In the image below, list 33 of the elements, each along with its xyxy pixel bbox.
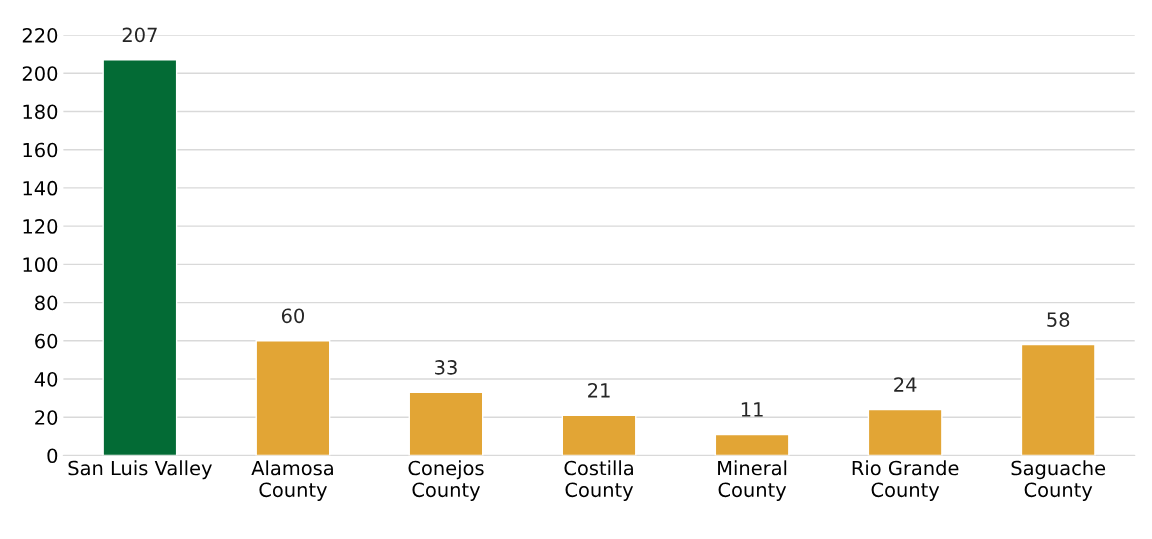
bar bbox=[408, 391, 484, 456]
x-tick-label: Alamosa County bbox=[251, 460, 333, 501]
x-tick-label: Conejos County bbox=[408, 460, 484, 501]
y-tick-label: 200 bbox=[22, 66, 58, 81]
bar bbox=[867, 408, 943, 456]
data-label: 33 bbox=[435, 360, 457, 375]
y-tick-label: 100 bbox=[23, 257, 58, 273]
y-tick-label: 80 bbox=[35, 295, 58, 311]
bar bbox=[255, 340, 331, 456]
data-label: 207 bbox=[122, 27, 157, 43]
y-tick-label: 140 bbox=[23, 180, 58, 196]
data-label: 24 bbox=[894, 377, 917, 392]
y-tick-label: 0 bbox=[47, 448, 58, 464]
data-label: 21 bbox=[588, 382, 610, 398]
x-tick-label: Rio Grande County bbox=[852, 460, 959, 501]
data-label: 11 bbox=[741, 402, 763, 417]
x-tick-label: San Luis Valley bbox=[68, 460, 212, 480]
x-tick-label: Mineral County bbox=[718, 460, 787, 501]
y-tick-label: 180 bbox=[23, 104, 58, 120]
y-tick-label: 60 bbox=[35, 333, 58, 349]
bar bbox=[561, 414, 637, 456]
y-tick-label: 120 bbox=[23, 219, 58, 234]
bar bbox=[1020, 343, 1096, 456]
x-tick-label: Costilla County bbox=[564, 460, 634, 501]
y-tick-label: 40 bbox=[34, 371, 58, 387]
data-label: 58 bbox=[1047, 312, 1070, 327]
bar bbox=[102, 59, 178, 456]
bar bbox=[714, 433, 790, 456]
y-tick-label: 160 bbox=[23, 142, 58, 158]
y-tick-label: 220 bbox=[22, 27, 58, 43]
data-label: 60 bbox=[281, 308, 305, 324]
x-tick-label: Saguache County bbox=[1011, 460, 1106, 501]
y-tick-label: 20 bbox=[35, 410, 58, 425]
